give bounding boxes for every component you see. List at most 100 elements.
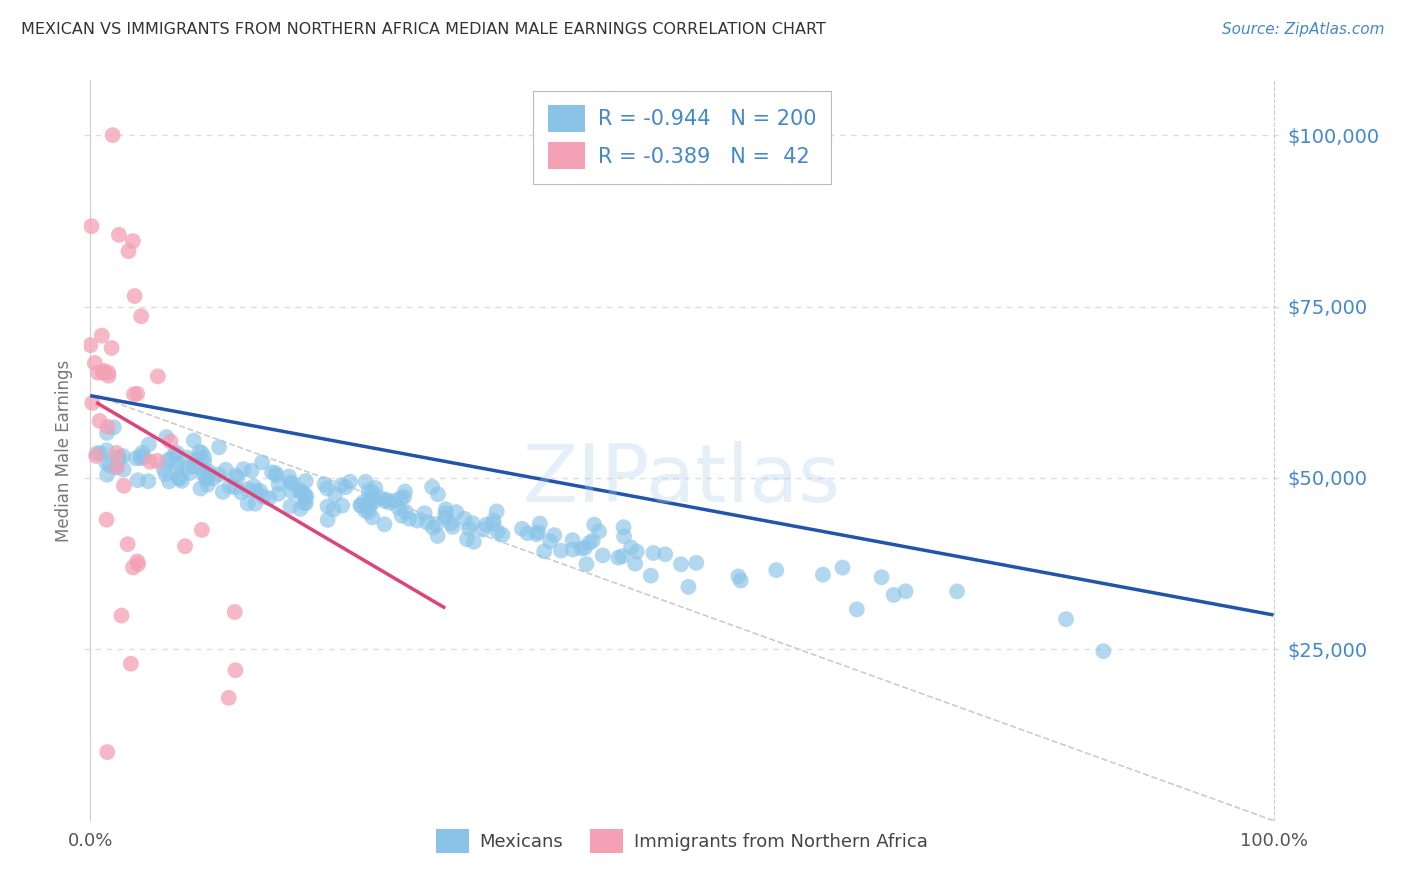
Point (218, 690, 240, 705)
Point (132, 450, 155, 465)
Point (453, 512, 475, 526)
Point (96, 456, 118, 470)
Point (226, 470, 249, 484)
Point (277, 469, 299, 483)
Point (378, 496, 401, 510)
Point (292, 496, 315, 510)
Point (179, 466, 201, 480)
Point (240, 464, 263, 478)
Point (105, 446, 128, 460)
Point (575, 557, 598, 571)
Point (527, 525, 550, 540)
Point (98, 458, 121, 473)
Point (193, 467, 215, 481)
Point (533, 544, 555, 558)
Point (613, 529, 636, 543)
Point (97, 366, 120, 380)
Point (292, 486, 315, 500)
Point (224, 468, 246, 483)
Point (195, 472, 218, 486)
Point (136, 474, 159, 488)
Point (108, 227, 131, 242)
Point (188, 444, 211, 458)
Point (193, 450, 215, 464)
Point (218, 479, 240, 493)
Point (266, 468, 288, 483)
Point (384, 493, 406, 508)
Point (89, 414, 111, 428)
Point (108, 451, 131, 466)
Point (183, 459, 205, 474)
Point (129, 451, 152, 466)
Point (685, 556, 707, 570)
Point (811, 567, 834, 582)
Point (458, 522, 481, 536)
Point (295, 496, 318, 510)
Point (103, 420, 125, 434)
Point (236, 483, 259, 497)
Point (364, 481, 387, 495)
Point (314, 477, 336, 491)
Point (159, 434, 181, 449)
Point (561, 542, 583, 557)
Point (96, 513, 118, 527)
Point (516, 526, 538, 541)
Point (1092, 644, 1115, 658)
Point (232, 462, 254, 476)
Point (440, 516, 463, 531)
Point (190, 446, 212, 460)
Y-axis label: Median Male Earnings: Median Male Earnings (55, 359, 73, 541)
Point (373, 517, 395, 532)
Point (765, 563, 787, 577)
Point (124, 289, 146, 303)
Point (422, 520, 444, 534)
Point (127, 554, 149, 568)
Point (224, 605, 246, 619)
Point (83, 356, 105, 370)
Point (166, 456, 188, 470)
Point (100, 341, 122, 355)
Point (395, 505, 418, 519)
Point (620, 541, 643, 555)
Point (202, 471, 225, 485)
Point (156, 454, 179, 468)
Point (121, 234, 143, 248)
Point (80, 219, 103, 234)
Point (592, 549, 614, 563)
Point (669, 558, 692, 572)
Point (146, 369, 169, 384)
Point (290, 486, 312, 500)
Point (243, 497, 266, 511)
Point (197, 478, 219, 492)
Point (127, 386, 149, 401)
Point (197, 467, 219, 481)
Point (361, 510, 384, 524)
Point (357, 483, 380, 498)
Point (193, 455, 215, 469)
Point (485, 504, 508, 518)
Point (262, 466, 284, 480)
Point (870, 570, 893, 584)
Point (360, 491, 382, 506)
Point (413, 506, 436, 520)
Point (294, 490, 316, 504)
Point (456, 533, 478, 547)
Point (186, 451, 208, 466)
Point (96, 745, 118, 759)
Text: ZIPatlas: ZIPatlas (523, 441, 841, 519)
Point (122, 560, 145, 574)
Point (120, 657, 142, 671)
Point (354, 475, 377, 489)
Point (607, 550, 630, 565)
Point (543, 528, 565, 542)
Point (215, 463, 238, 477)
Point (316, 500, 339, 514)
Point (654, 547, 676, 561)
Point (316, 482, 339, 496)
Point (389, 491, 412, 505)
Point (225, 663, 247, 677)
Point (375, 492, 398, 507)
Point (104, 460, 127, 475)
Point (290, 483, 312, 498)
Point (177, 460, 200, 475)
